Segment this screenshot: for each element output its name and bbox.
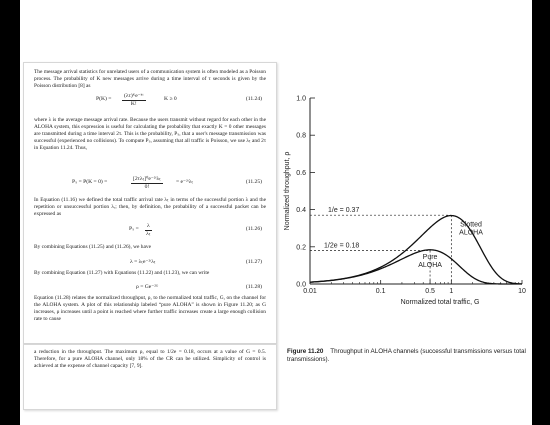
paragraph-aloha-probability: where λ is the average message arrival r… — [34, 117, 266, 151]
label-slotted-line2: ALOHA — [459, 229, 483, 236]
equation-11-24: P(K) = (λτ)ᴷe⁻ᵏᵗ K! K ≥ 0 (11.24) — [34, 93, 266, 107]
annotation-slotted-max: 1/e = 0.37 — [328, 207, 359, 214]
equation-11-26: Pₛ = λ λₜ (11.26) — [34, 223, 266, 237]
eq-11-24-condition: K ≥ 0 — [164, 96, 177, 102]
figure-caption-text: Throughput in ALOHA channels (successful… — [287, 348, 526, 363]
paragraph-combine-1: By combining Equations (11.25) and (11.2… — [34, 244, 151, 250]
curve-slotted-aloha — [309, 214, 523, 285]
x-tick-label: 0.1 — [376, 288, 386, 295]
eq-11-26-lhs: Pₛ = — [129, 226, 139, 232]
eq-11-25-number: (11.25) — [245, 179, 262, 185]
eq-11-25-lhs: Pₛ = P(K = 0) = — [72, 179, 108, 185]
eq-11-28-number: (11.28) — [245, 284, 262, 290]
equation-11-27: λ = λₜe⁻²ᵗλₜ (11.27) — [34, 256, 266, 270]
y-axis-label: Normalized throughput, ρ — [284, 152, 291, 231]
x-tick-label: 10 — [518, 288, 526, 295]
aloha-throughput-chart: 0.0 0.2 0.4 0.6 0.8 1.0 0.01 0.1 0.5 1 10 Normalize… — [280, 88, 532, 348]
eq-11-24-number: (11.24) — [245, 96, 262, 102]
text-continuation: a reduction in the throughput. The maxim… — [23, 344, 277, 410]
eq-11-25-fraction: [2τλₜ]⁰e⁻²ᵗλₜ 0! — [131, 176, 163, 190]
equation-11-28: ρ = Ge⁻²ᴳ (11.28) — [34, 281, 266, 295]
eq-11-26-fraction: λ λₜ — [145, 223, 152, 237]
right-black-band — [532, 0, 550, 425]
annotation-pure-max: 1/2e = 0.18 — [324, 243, 359, 250]
y-tick-label: 0.2 — [296, 244, 306, 251]
y-tick-label: 0.4 — [296, 207, 306, 214]
eq-11-27-expression: λ = λₜe⁻²ᵗλₜ — [130, 259, 156, 265]
left-black-band — [0, 0, 20, 425]
y-tick-label: 0.6 — [296, 170, 306, 177]
paragraph-poisson-intro: The message arrival statistics for unrel… — [34, 69, 266, 89]
eq-11-24-lhs: P(K) = — [96, 96, 112, 102]
eq-11-27-number: (11.27) — [245, 259, 262, 265]
label-pure-line1: Pure — [423, 254, 438, 261]
label-pure-line2: ALOHA — [418, 262, 442, 269]
eq-11-26-number: (11.26) — [245, 226, 262, 232]
paragraph-max-throughput: a reduction in the throughput. The maxim… — [34, 349, 266, 369]
equation-11-25: Pₛ = P(K = 0) = [2τλₜ]⁰e⁻²ᵗλₜ 0! = e⁻²ᵗλ… — [34, 176, 266, 190]
y-tick-label: 1.0 — [296, 96, 306, 103]
eq-11-24-fraction: (λτ)ᴷe⁻ᵏᵗ K! — [122, 93, 146, 107]
x-tick-label: 0.01 — [303, 288, 317, 295]
eq-11-25-rhs: = e⁻²ᵗλₜ — [176, 179, 194, 185]
paragraph-traffic-definition: In Equation (11.16) we defined the total… — [34, 197, 266, 217]
y-tick-label: 0.0 — [296, 282, 306, 289]
x-tick-label: 1 — [449, 288, 453, 295]
text-page: The message arrival statistics for unrel… — [23, 62, 277, 344]
y-tick-label: 0.8 — [296, 133, 306, 140]
x-tick-label: 0.5 — [425, 288, 435, 295]
chart-svg: 0.0 0.2 0.4 0.6 0.8 1.0 0.01 0.1 0.5 1 10 Normalize… — [284, 96, 526, 307]
curve-pure-aloha — [309, 249, 522, 285]
eq-11-28-expression: ρ = Ge⁻²ᴳ — [136, 284, 159, 290]
paragraph-throughput-relation: Equation (11.28) relates the normalized … — [34, 295, 266, 322]
paragraph-combine-2: By combining Equation (11.27) with Equat… — [34, 270, 210, 276]
x-axis-label: Normalized total traffic, G — [401, 299, 480, 306]
label-slotted-line1: Slotted — [460, 221, 482, 228]
figure-caption: Figure 11.20 Throughput in ALOHA channel… — [287, 348, 530, 364]
figure-label: Figure 11.20 — [287, 348, 324, 355]
